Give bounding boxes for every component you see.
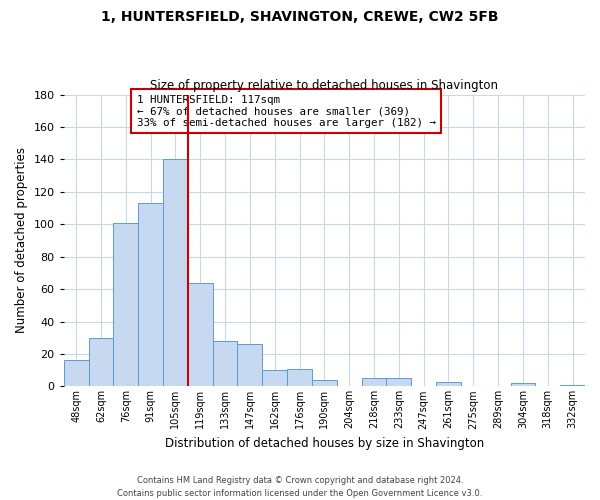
Bar: [113, 222, 138, 386]
Title: Size of property relative to detached houses in Shavington: Size of property relative to detached ho…: [151, 79, 499, 92]
Y-axis label: Number of detached properties: Number of detached properties: [15, 148, 28, 334]
Bar: [362, 378, 386, 386]
Bar: [138, 203, 163, 386]
Bar: [89, 338, 113, 386]
Bar: [262, 370, 287, 386]
Bar: [386, 378, 411, 386]
Bar: [436, 382, 461, 386]
X-axis label: Distribution of detached houses by size in Shavington: Distribution of detached houses by size …: [165, 437, 484, 450]
Bar: [188, 282, 212, 387]
Bar: [312, 380, 337, 386]
Bar: [163, 160, 188, 386]
Bar: [64, 360, 89, 386]
Bar: [511, 383, 535, 386]
Bar: [287, 368, 312, 386]
Bar: [212, 341, 238, 386]
Text: Contains HM Land Registry data © Crown copyright and database right 2024.
Contai: Contains HM Land Registry data © Crown c…: [118, 476, 482, 498]
Bar: [560, 385, 585, 386]
Text: 1 HUNTERSFIELD: 117sqm
← 67% of detached houses are smaller (369)
33% of semi-de: 1 HUNTERSFIELD: 117sqm ← 67% of detached…: [137, 94, 436, 128]
Text: 1, HUNTERSFIELD, SHAVINGTON, CREWE, CW2 5FB: 1, HUNTERSFIELD, SHAVINGTON, CREWE, CW2 …: [101, 10, 499, 24]
Bar: [238, 344, 262, 387]
